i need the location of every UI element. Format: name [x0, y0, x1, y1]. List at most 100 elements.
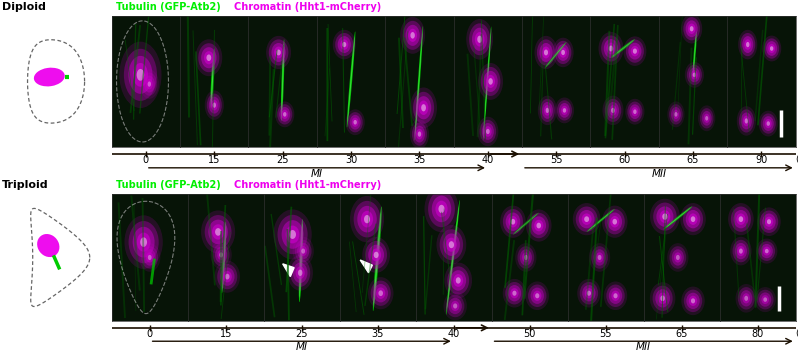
Ellipse shape: [124, 49, 157, 101]
Text: 25: 25: [295, 329, 308, 339]
Text: 55: 55: [550, 155, 563, 165]
Text: Diploid: Diploid: [2, 2, 45, 12]
Ellipse shape: [410, 32, 415, 38]
Ellipse shape: [448, 241, 454, 248]
Text: MI: MI: [296, 342, 308, 350]
Ellipse shape: [760, 113, 776, 134]
Ellipse shape: [674, 252, 681, 262]
Ellipse shape: [124, 215, 163, 269]
Ellipse shape: [278, 215, 307, 254]
Ellipse shape: [368, 277, 393, 309]
Ellipse shape: [650, 282, 675, 314]
Ellipse shape: [685, 62, 704, 88]
Ellipse shape: [546, 108, 549, 113]
Ellipse shape: [584, 216, 589, 222]
Text: 30: 30: [345, 155, 358, 165]
Ellipse shape: [631, 107, 638, 116]
Ellipse shape: [289, 230, 296, 239]
Ellipse shape: [633, 49, 637, 54]
Ellipse shape: [762, 214, 776, 230]
Ellipse shape: [293, 262, 307, 283]
Ellipse shape: [630, 46, 639, 56]
Ellipse shape: [770, 46, 773, 51]
Ellipse shape: [691, 70, 697, 79]
Ellipse shape: [628, 43, 642, 60]
Ellipse shape: [368, 245, 384, 265]
Ellipse shape: [421, 104, 426, 111]
Text: MI: MI: [311, 169, 323, 179]
Ellipse shape: [660, 210, 670, 223]
Ellipse shape: [451, 301, 460, 311]
Ellipse shape: [559, 47, 567, 58]
Ellipse shape: [142, 72, 157, 96]
Ellipse shape: [602, 205, 627, 238]
Text: Triploid: Triploid: [2, 180, 48, 190]
Ellipse shape: [503, 279, 526, 308]
Ellipse shape: [286, 225, 299, 243]
Ellipse shape: [683, 206, 703, 232]
Ellipse shape: [373, 212, 381, 306]
Ellipse shape: [760, 244, 772, 258]
Ellipse shape: [681, 14, 702, 43]
Ellipse shape: [537, 40, 555, 65]
Ellipse shape: [739, 216, 743, 222]
Text: 25: 25: [276, 155, 289, 165]
Ellipse shape: [456, 277, 460, 284]
Ellipse shape: [275, 102, 294, 127]
Text: 0: 0: [147, 329, 152, 339]
Ellipse shape: [347, 36, 355, 123]
Ellipse shape: [740, 290, 753, 307]
Ellipse shape: [448, 266, 469, 294]
Ellipse shape: [760, 210, 778, 233]
Ellipse shape: [701, 111, 712, 126]
Ellipse shape: [691, 298, 695, 303]
Text: 0: 0: [143, 155, 149, 165]
Ellipse shape: [412, 122, 427, 146]
Ellipse shape: [689, 296, 697, 306]
Ellipse shape: [538, 96, 557, 125]
Text: Tubulin (GFP-Atb2): Tubulin (GFP-Atb2): [116, 2, 220, 12]
Ellipse shape: [478, 63, 503, 100]
Ellipse shape: [705, 116, 709, 121]
Ellipse shape: [561, 50, 565, 55]
Ellipse shape: [698, 105, 715, 131]
Ellipse shape: [486, 129, 490, 134]
Ellipse shape: [536, 223, 541, 229]
Ellipse shape: [661, 295, 665, 301]
Ellipse shape: [361, 211, 373, 228]
Ellipse shape: [762, 36, 781, 61]
Ellipse shape: [670, 246, 686, 269]
Ellipse shape: [685, 20, 697, 37]
Ellipse shape: [373, 252, 378, 258]
Ellipse shape: [290, 259, 310, 287]
Ellipse shape: [403, 21, 422, 50]
Ellipse shape: [739, 109, 754, 133]
Ellipse shape: [542, 102, 553, 119]
Ellipse shape: [689, 26, 693, 32]
Ellipse shape: [763, 247, 771, 256]
Ellipse shape: [148, 82, 151, 87]
Ellipse shape: [484, 126, 492, 137]
Ellipse shape: [546, 43, 566, 67]
Ellipse shape: [611, 108, 615, 113]
Ellipse shape: [531, 216, 546, 235]
Ellipse shape: [535, 36, 558, 69]
Ellipse shape: [602, 96, 623, 125]
Ellipse shape: [612, 40, 634, 57]
Ellipse shape: [271, 43, 286, 62]
Ellipse shape: [522, 252, 530, 262]
Ellipse shape: [140, 69, 159, 99]
Ellipse shape: [378, 290, 383, 296]
Ellipse shape: [443, 233, 460, 256]
Ellipse shape: [735, 243, 747, 259]
Ellipse shape: [342, 42, 346, 47]
Ellipse shape: [144, 249, 156, 266]
Ellipse shape: [663, 206, 693, 230]
Ellipse shape: [587, 209, 614, 232]
Ellipse shape: [146, 79, 152, 89]
Ellipse shape: [358, 206, 377, 232]
Text: Chromatin (Hht1-mCherry): Chromatin (Hht1-mCherry): [234, 2, 381, 12]
Ellipse shape: [376, 287, 385, 299]
Ellipse shape: [267, 36, 291, 69]
Ellipse shape: [700, 108, 713, 128]
